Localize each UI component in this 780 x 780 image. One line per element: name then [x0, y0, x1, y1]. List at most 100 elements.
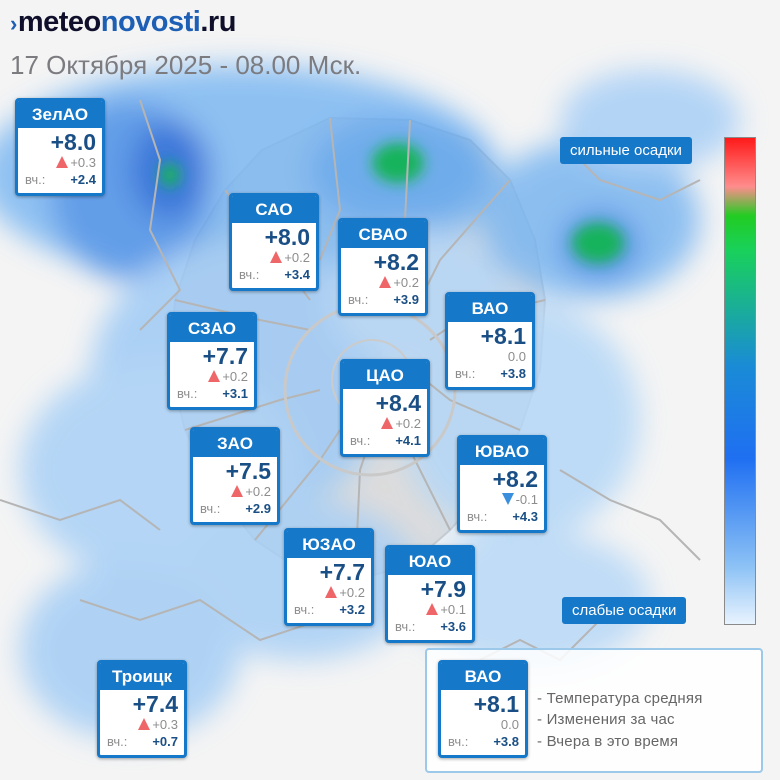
arrow-up-icon — [381, 417, 394, 429]
hourly-change-value: +0.3 — [70, 155, 96, 170]
legend-item-average-temp: - Температура средняя — [537, 690, 703, 707]
arrow-up-icon — [231, 485, 244, 497]
yesterday-label: вч.: — [455, 366, 476, 381]
hourly-change: +0.2 — [343, 416, 427, 432]
district-name: СВАО — [341, 221, 425, 248]
average-temperature: +8.2 — [492, 466, 538, 492]
arrow-up-icon — [56, 156, 69, 168]
hourly-change: +0.2 — [232, 250, 316, 266]
arrow-up-icon — [270, 251, 283, 263]
yesterday-label: вч.: — [467, 509, 488, 524]
district-name: ЮВАО — [460, 438, 544, 465]
yesterday-row: вч.: +4.3 — [460, 508, 544, 530]
yesterday-value: +3.8 — [500, 366, 526, 381]
precipitation-scale-bar — [724, 137, 756, 625]
district-name: Троицк — [100, 663, 184, 690]
yesterday-value: +2.4 — [70, 172, 96, 187]
district-card[interactable]: ЮЗАО +7.7 +0.2 вч.: +3.2 — [284, 528, 374, 626]
logo-text-highlight: novosti — [100, 6, 201, 38]
district-card[interactable]: ЮВАО +8.2 -0.1 вч.: +4.3 — [457, 435, 547, 533]
yesterday-label: вч.: — [350, 433, 371, 448]
district-card[interactable]: ЗелАО +8.0 +0.3 вч.: +2.4 — [15, 98, 105, 196]
district-card[interactable]: ЗАО +7.5 +0.2 вч.: +2.9 — [190, 427, 280, 525]
legend-item-hourly-change: - Изменения за час — [537, 711, 675, 728]
district-card[interactable]: САО +8.0 +0.2 вч.: +3.4 — [229, 193, 319, 291]
yesterday-value: +0.7 — [152, 734, 178, 749]
district-name: ВАО — [441, 663, 525, 690]
district-card[interactable]: ВАО +8.1 0.0 вч.: +3.8 — [438, 660, 528, 758]
district-card[interactable]: ЦАО +8.4 +0.2 вч.: +4.1 — [340, 359, 430, 457]
yesterday-label: вч.: — [25, 172, 46, 187]
hourly-change-value: 0.0 — [507, 349, 526, 364]
hourly-change-value: +0.2 — [395, 416, 421, 431]
yesterday-value: +3.9 — [393, 292, 419, 307]
yesterday-value: +3.6 — [440, 619, 466, 634]
yesterday-row: вч.: +4.1 — [343, 432, 427, 454]
hourly-change: +0.2 — [170, 369, 254, 385]
hourly-change: 0.0 — [448, 349, 532, 365]
yesterday-value: +4.1 — [395, 433, 421, 448]
hourly-change: +0.2 — [341, 275, 425, 291]
yesterday-value: +3.1 — [222, 386, 248, 401]
district-name: ЗАО — [193, 430, 277, 457]
hourly-change: 0.0 — [441, 717, 525, 733]
yesterday-label: вч.: — [177, 386, 198, 401]
yesterday-row: вч.: +0.7 — [100, 733, 184, 755]
district-name: ЗелАО — [18, 101, 102, 128]
average-temperature: +7.9 — [420, 576, 466, 602]
arrow-down-icon — [501, 493, 514, 505]
yesterday-label: вч.: — [107, 734, 128, 749]
hourly-change: +0.3 — [100, 717, 184, 733]
scale-label-heavy: сильные осадки — [560, 137, 692, 164]
hourly-change: +0.2 — [193, 484, 277, 500]
average-temperature: +8.2 — [373, 249, 419, 275]
average-temperature: +8.0 — [264, 224, 310, 250]
district-card[interactable]: ВАО +8.1 0.0 вч.: +3.8 — [445, 292, 535, 390]
hourly-change-value: +0.2 — [339, 585, 365, 600]
site-logo[interactable]: ›meteonovosti.ru — [10, 6, 236, 39]
legend-item-yesterday: - Вчера в это время — [537, 733, 679, 750]
yesterday-label: вч.: — [395, 619, 416, 634]
yesterday-value: +3.4 — [284, 267, 310, 282]
logo-text-suffix: .ru — [200, 6, 236, 38]
hourly-change-value: +0.3 — [152, 717, 178, 732]
yesterday-row: вч.: +2.9 — [193, 500, 277, 522]
hourly-change-value: -0.1 — [515, 492, 538, 507]
district-card[interactable]: Троицк +7.4 +0.3 вч.: +0.7 — [97, 660, 187, 758]
average-temperature: +8.1 — [480, 323, 526, 349]
average-temperature: +7.5 — [225, 458, 271, 484]
yesterday-value: +4.3 — [512, 509, 538, 524]
district-card[interactable]: СВАО +8.2 +0.2 вч.: +3.9 — [338, 218, 428, 316]
district-name: САО — [232, 196, 316, 223]
hourly-change: +0.3 — [18, 155, 102, 171]
yesterday-value: +3.2 — [339, 602, 365, 617]
average-temperature: +8.1 — [473, 691, 519, 717]
average-temperature: +8.0 — [50, 129, 96, 155]
hourly-change-value: 0.0 — [500, 717, 519, 732]
average-temperature: +8.4 — [375, 390, 421, 416]
yesterday-row: вч.: +2.4 — [18, 171, 102, 193]
yesterday-row: вч.: +3.4 — [232, 266, 316, 288]
district-card[interactable]: СЗАО +7.7 +0.2 вч.: +3.1 — [167, 312, 257, 410]
yesterday-row: вч.: +3.8 — [448, 365, 532, 387]
arrow-up-icon — [379, 276, 392, 288]
yesterday-label: вч.: — [294, 602, 315, 617]
yesterday-row: вч.: +3.8 — [441, 733, 525, 755]
arrow-up-icon — [426, 603, 439, 615]
average-temperature: +7.7 — [319, 559, 365, 585]
hourly-change: +0.2 — [287, 585, 371, 601]
hourly-change-value: +0.2 — [245, 484, 271, 499]
arrow-up-icon — [325, 586, 338, 598]
logo-mark-icon: › — [10, 11, 17, 36]
district-card[interactable]: ЮАО +7.9 +0.1 вч.: +3.6 — [385, 545, 475, 643]
average-temperature: +7.4 — [132, 691, 178, 717]
district-name: ЮАО — [388, 548, 472, 575]
hourly-change-value: +0.1 — [440, 602, 466, 617]
scale-label-light: слабые осадки — [562, 597, 687, 624]
yesterday-label: вч.: — [200, 501, 221, 516]
hourly-change-value: +0.2 — [222, 369, 248, 384]
yesterday-label: вч.: — [448, 734, 469, 749]
yesterday-row: вч.: +3.9 — [341, 291, 425, 313]
yesterday-value: +2.9 — [245, 501, 271, 516]
district-name: СЗАО — [170, 315, 254, 342]
